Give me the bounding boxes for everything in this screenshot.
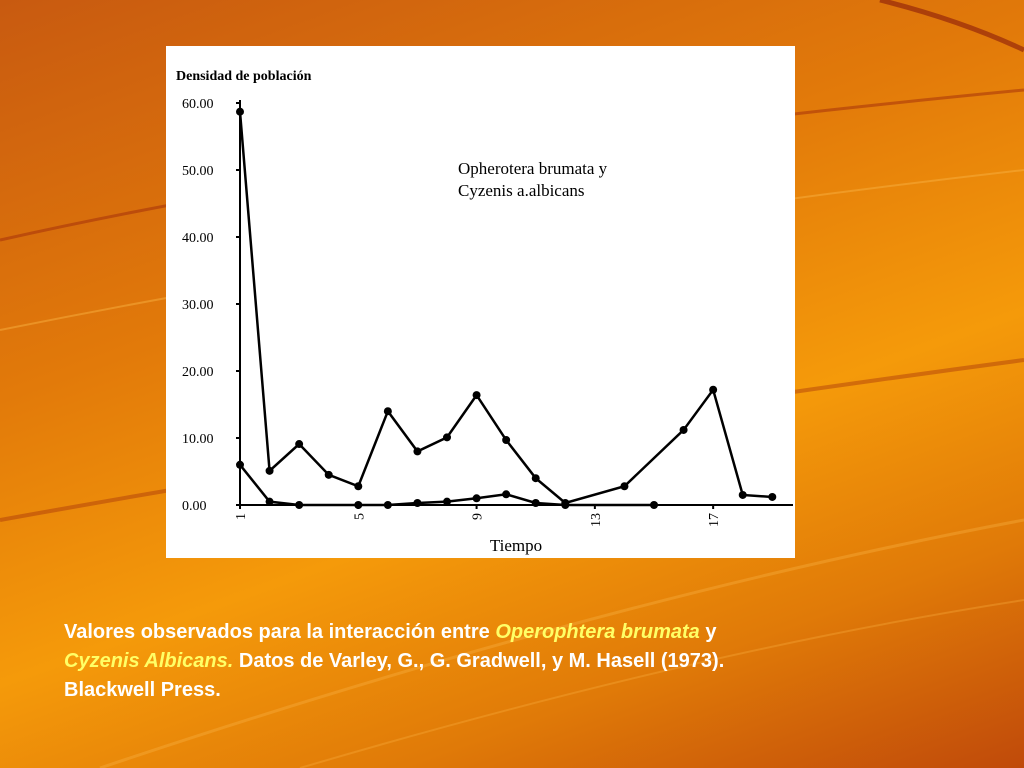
caption: Valores observados para la interacción e… (64, 618, 964, 705)
data-point (738, 490, 747, 499)
data-point (502, 436, 511, 445)
caption-text: y (699, 621, 717, 643)
y-axis-title: Densidad de población (176, 69, 312, 84)
y-tick-label: 30.00 (182, 298, 214, 313)
x-axis-title: Tiempo (490, 536, 542, 555)
data-point (383, 407, 392, 416)
data-point (265, 497, 274, 506)
data-point (531, 498, 540, 507)
x-tick-label: 5 (352, 513, 367, 520)
y-tick-label: 50.00 (182, 164, 214, 179)
data-point (502, 490, 511, 499)
data-point (531, 474, 540, 483)
chart: Densidad de población Tiempo Opherotera … (166, 46, 795, 558)
y-tick-label: 0.00 (182, 499, 207, 514)
data-point (295, 501, 304, 509)
x-tick-label: 17 (707, 513, 722, 527)
y-tick-label: 10.00 (182, 432, 214, 447)
caption-species: Operophtera brumata (495, 621, 700, 643)
data-point (443, 497, 452, 506)
caption-species: Cyzenis Albicans. (64, 650, 234, 672)
data-point (354, 482, 363, 491)
data-point (472, 494, 481, 503)
data-point (650, 501, 659, 509)
data-point (561, 501, 570, 509)
data-point (236, 107, 244, 116)
data-point (413, 498, 422, 507)
annotation: Opherotera brumata y (458, 159, 608, 178)
caption-text: Blackwell Press. (64, 679, 221, 701)
x-tick-label: 1 (234, 513, 249, 520)
data-point (768, 492, 777, 501)
caption-text: Valores observados para la interacción e… (64, 621, 496, 643)
data-point (383, 501, 392, 509)
data-point (265, 466, 274, 475)
data-point (472, 391, 481, 400)
y-tick-label: 60.00 (182, 97, 214, 112)
caption-text: Datos de Varley, G., G. Gradwell, y M. H… (233, 650, 725, 672)
annotation: Cyzenis a.albicans (458, 181, 585, 200)
data-point (620, 482, 629, 491)
data-point (709, 385, 718, 394)
data-point (443, 433, 452, 442)
x-tick-label: 9 (471, 513, 486, 520)
data-point (324, 470, 333, 479)
x-tick-label: 13 (589, 513, 604, 527)
series-line (239, 464, 655, 507)
y-tick-label: 20.00 (182, 365, 214, 380)
data-point (295, 440, 304, 449)
data-point (679, 425, 688, 434)
data-point (354, 501, 363, 509)
data-point (236, 460, 244, 469)
y-tick-label: 40.00 (182, 231, 214, 246)
data-point (413, 447, 422, 456)
